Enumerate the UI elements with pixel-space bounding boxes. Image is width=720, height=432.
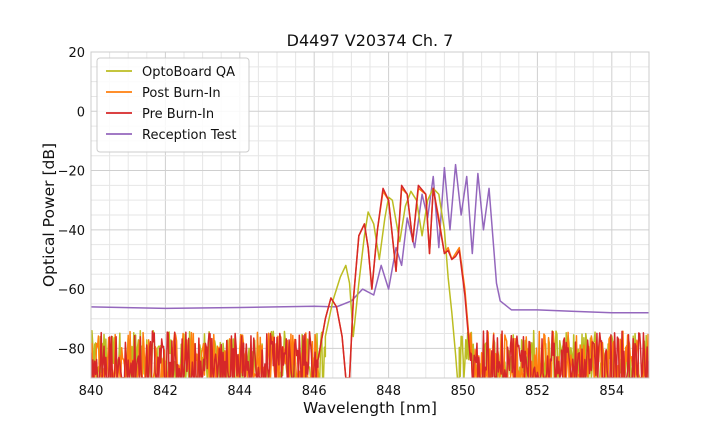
x-tick-label: 846 bbox=[302, 384, 327, 399]
x-tick-label: 848 bbox=[376, 384, 401, 399]
y-tick-label: −40 bbox=[58, 224, 85, 239]
plot-area bbox=[91, 163, 649, 378]
legend: OptoBoard QA Post Burn-In Pre Burn-In Recep… bbox=[96, 57, 250, 153]
x-tick-label: 842 bbox=[153, 384, 178, 399]
plot-frame bbox=[90, 51, 650, 379]
y-tick-label: 20 bbox=[68, 46, 85, 61]
x-tick-label: 844 bbox=[227, 384, 252, 399]
legend-label: Reception Test bbox=[142, 128, 236, 143]
x-tick-label: 854 bbox=[599, 384, 624, 399]
y-tick-label: −60 bbox=[58, 283, 85, 298]
tick-labels: 840 842 844 846 848 850 852 854 −80 −60 −40 −20 0 20 bbox=[58, 46, 625, 399]
series-line-pre-burn-in bbox=[91, 184, 649, 378]
y-tick-label: −80 bbox=[58, 342, 85, 357]
legend-box bbox=[96, 57, 250, 153]
legend-label: Pre Burn-In bbox=[142, 107, 214, 122]
legend-label: Post Burn-In bbox=[142, 86, 221, 101]
y-tick-label: 0 bbox=[77, 105, 85, 120]
x-axis-label: Wavelength [nm] bbox=[303, 399, 437, 417]
y-axis-label: Optical Power [dB] bbox=[40, 143, 58, 287]
x-tick-label: 850 bbox=[451, 384, 476, 399]
x-tick-label: 852 bbox=[525, 384, 550, 399]
x-tick-label: 840 bbox=[79, 384, 104, 399]
y-tick-label: −20 bbox=[58, 165, 85, 180]
chart-title: D4497 V20374 Ch. 7 bbox=[287, 31, 454, 50]
legend-label: OptoBoard QA bbox=[142, 65, 235, 80]
